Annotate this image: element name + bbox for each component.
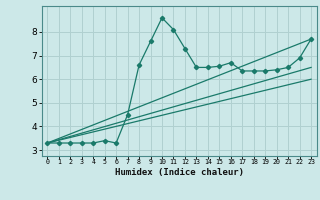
X-axis label: Humidex (Indice chaleur): Humidex (Indice chaleur) xyxy=(115,168,244,177)
